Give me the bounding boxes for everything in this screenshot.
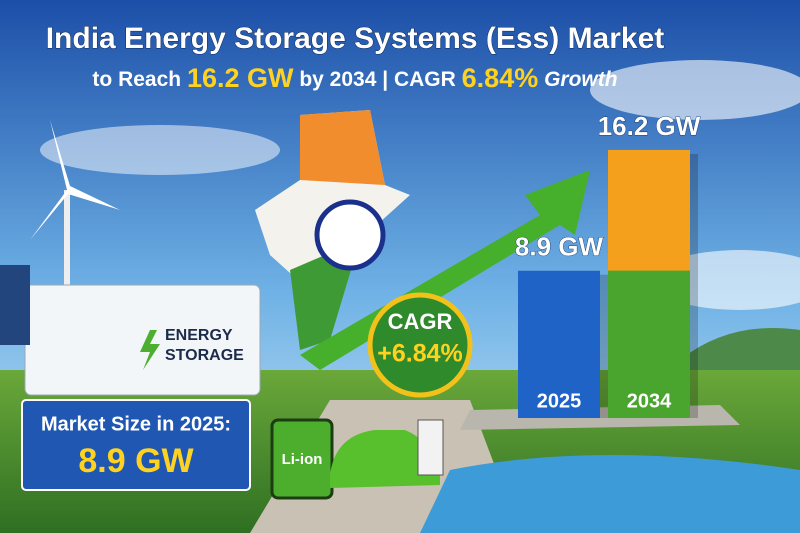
bar-shade — [608, 270, 690, 418]
bolt-icon — [140, 330, 160, 370]
cagr-label: CAGR — [388, 309, 453, 334]
map-saffron — [300, 110, 385, 185]
car — [330, 430, 440, 488]
market-label: Market Size in 2025: — [41, 413, 231, 435]
turbine-blades — [30, 120, 120, 240]
cagr-badge — [367, 292, 473, 398]
cloud — [590, 60, 800, 120]
bar-side — [600, 274, 608, 418]
solar-panel — [0, 265, 30, 345]
bar — [518, 270, 600, 418]
market-box — [21, 399, 251, 491]
storage-label: STORAGE — [165, 347, 244, 364]
subtitle: to Reach 16.2 GW by 2034 | CAGR 6.84% Gr… — [92, 63, 617, 93]
storage-label: ENERGY — [165, 327, 233, 344]
subtitle-part: Growth — [544, 68, 618, 91]
cagr-value: +6.84% — [377, 340, 463, 368]
bar-value-label: 8.9 GW — [515, 232, 604, 262]
cloud — [40, 125, 280, 175]
subtitle-part: CAGR — [394, 68, 456, 91]
bar-value-label: 16.2 GW — [598, 111, 701, 141]
subtitle-part: 16.2 GW — [187, 63, 294, 93]
hill — [680, 328, 800, 380]
battery — [270, 418, 334, 500]
subtitle-part: by 2034 | — [299, 68, 388, 91]
market-value: 8.9 GW — [78, 442, 194, 480]
water — [420, 455, 800, 533]
turbine-tower — [64, 190, 70, 310]
charger — [417, 419, 444, 476]
battery-label: Li-ion — [282, 451, 323, 468]
bar-side — [690, 154, 698, 418]
subtitle-part: 6.84% — [462, 63, 539, 93]
bar-chart: 8.9 GW 2025 16.2 GW 2034 — [515, 110, 701, 418]
growth-arrow — [300, 170, 590, 370]
category-label: 2025 — [537, 390, 582, 412]
chakra — [314, 199, 386, 271]
title: India Energy Storage Systems (Ess) Marke… — [46, 22, 665, 55]
subtitle-part: to Reach — [92, 68, 181, 91]
category-label: 2034 — [627, 390, 672, 412]
